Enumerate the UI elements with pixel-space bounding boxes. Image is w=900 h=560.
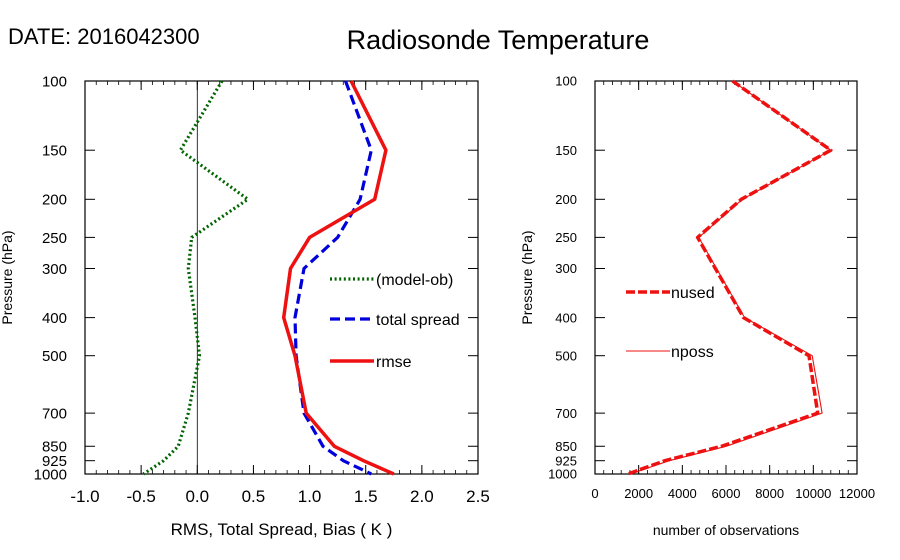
legend-label: (model-ob) [376, 272, 453, 289]
y-axis-label: Pressure (hPa) [519, 230, 535, 324]
y-tick-label: 1000 [34, 466, 67, 483]
observation-count-panel: 0 2000 4000 6000 8000 10000 12000 100 150 200 250 3… [519, 74, 875, 538]
y-tick-label: 925 [555, 453, 577, 468]
legend-label: total spread [376, 312, 460, 329]
legend-label: nposs [671, 344, 714, 361]
y-axis-label: Pressure (hPa) [0, 230, 15, 324]
y-tick-label: 250 [42, 230, 67, 247]
y-tick-label: 925 [42, 453, 67, 470]
y-tick-label: 1000 [548, 467, 577, 482]
y-tick-label: 100 [555, 74, 577, 89]
y-tick-label: 850 [555, 439, 577, 454]
x-tick-label: 12000 [839, 486, 875, 501]
date-label: DATE: 2016042300 [8, 24, 200, 49]
x-tick-label: 2000 [624, 486, 653, 501]
series-line-model-ob [142, 80, 250, 476]
legend-label: nused [671, 285, 715, 302]
y-tick-label: 700 [555, 406, 577, 421]
x-tick-label: 10000 [795, 486, 831, 501]
y-tick-label: 300 [555, 261, 577, 276]
x-axis-label: RMS, Total Spread, Bias ( K ) [171, 520, 393, 539]
series-line-nused [627, 79, 833, 476]
y-tick-label: 200 [42, 192, 67, 209]
y-tick-label: 400 [555, 310, 577, 325]
y-tick-label: 250 [555, 230, 577, 245]
rms-spread-bias-panel: -1.0 -0.5 0.0 0.5 1.0 1.5 2.0 2.5 100 150 200 250 30… [0, 73, 490, 539]
x-tick-label: 0.5 [242, 487, 266, 506]
x-tick-label: 8000 [755, 486, 784, 501]
x-tick-label: 1.5 [354, 487, 378, 506]
series-line-rmse [281, 80, 395, 476]
chart-title: Radiosonde Temperature [347, 25, 650, 55]
x-tick-label: 0 [591, 486, 598, 501]
x-tick-label: 1.0 [298, 487, 322, 506]
series-line-total-spread [293, 80, 373, 476]
y-tick-label: 100 [42, 73, 67, 90]
y-tick-label: 850 [42, 439, 67, 456]
y-tick-label: 400 [42, 310, 67, 327]
y-tick-label: 300 [42, 261, 67, 278]
y-tick-label: 700 [42, 406, 67, 423]
y-tick-label: 500 [555, 348, 577, 363]
legend-label: rmse [376, 354, 412, 371]
y-tick-label: 150 [42, 143, 67, 160]
x-tick-label: 6000 [712, 486, 741, 501]
x-tick-label: -1.0 [70, 487, 99, 506]
x-tick-label: 4000 [668, 486, 697, 501]
x-axis-label: number of observations [653, 522, 799, 538]
x-tick-label: 2.5 [466, 487, 490, 506]
y-tick-label: 200 [555, 192, 577, 207]
x-tick-label: 2.0 [410, 487, 434, 506]
plot-frame [84, 80, 479, 475]
x-tick-label: -0.5 [126, 487, 155, 506]
y-tick-label: 500 [42, 348, 67, 365]
y-tick-label: 150 [555, 143, 577, 158]
x-tick-label: 0.0 [185, 487, 209, 506]
series-line-nposs [629, 80, 832, 475]
